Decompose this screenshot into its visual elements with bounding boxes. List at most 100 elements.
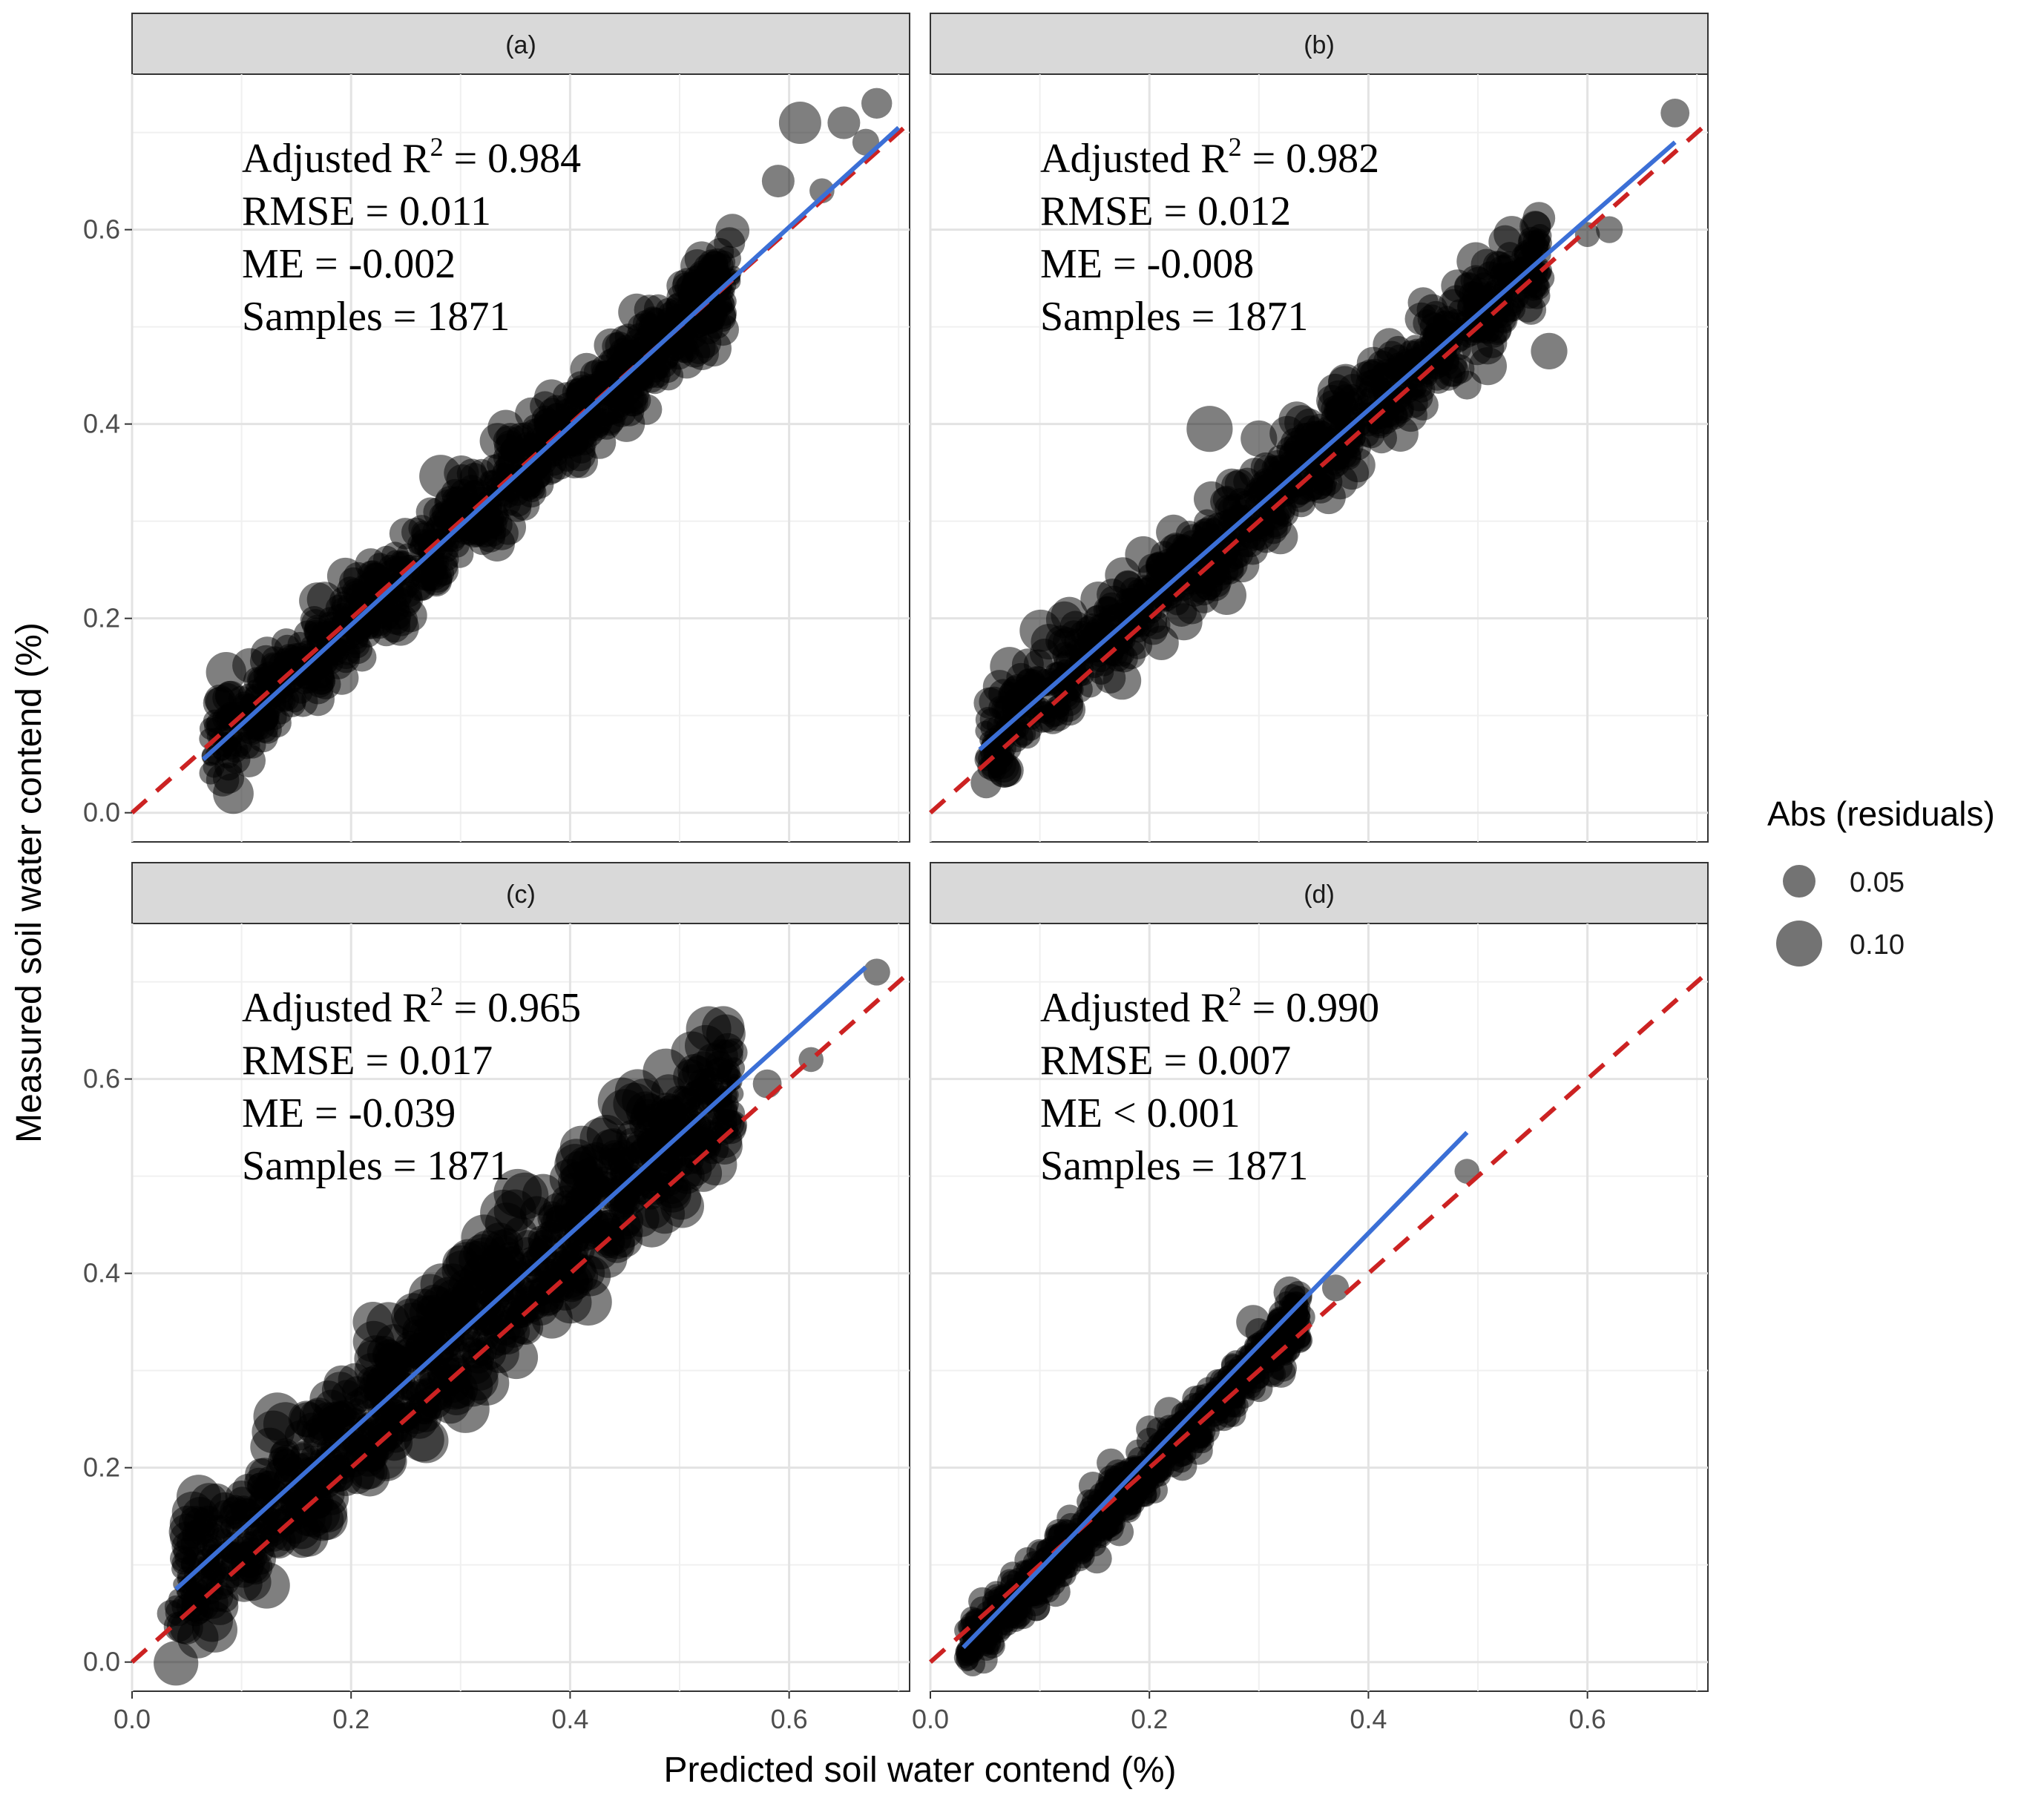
data-point [1248,478,1269,499]
panel-b-grid [929,74,1708,842]
panel-c-rmse: RMSE = 0.017 [242,1038,493,1084]
x-tick-label: 0.0 [114,1704,151,1734]
data-point [1337,434,1361,458]
panel-c-x-axis: 0.0 0.2 0.4 0.6 [114,1691,808,1734]
panel-b: (b) Adjusted R2 = 0.982 RMSE = 0.012 ME … [929,13,1709,843]
data-point [325,594,353,622]
data-point [553,443,582,472]
x-tick-label: 0.2 [332,1704,369,1734]
data-point [644,361,671,388]
data-point [1278,443,1303,467]
data-point-outlier [225,1481,258,1513]
data-point-outlier [1531,332,1568,369]
data-point [1331,402,1354,426]
data-point [1528,224,1552,248]
data-point-outlier [600,347,628,375]
data-point-outlier [1186,406,1233,452]
panel-c-y-axis: 0.00.20.40.6 [83,1064,132,1677]
data-point [503,1216,538,1251]
data-point [171,1491,214,1533]
data-point [1146,552,1174,580]
panel-a-strip-label: (a) [505,31,536,59]
data-point-outlier [1452,370,1482,400]
data-point [634,294,665,326]
data-point [215,680,246,712]
data-point [1029,638,1059,668]
panel-a-me: ME = -0.002 [242,241,456,287]
data-point-outlier [827,106,861,139]
panel-b-r2: Adjusted R2 = 0.982 [1040,132,1379,182]
data-point [291,1443,314,1466]
data-point [509,490,540,521]
panel-d: (d) Adjusted R2 = 0.990 RMSE = 0.007 ME … [912,862,1709,1734]
panel-a-points [199,88,893,814]
data-point [418,1372,444,1397]
data-point [300,606,329,634]
data-point [571,1144,610,1182]
data-point [689,311,713,334]
data-point [258,1518,286,1547]
data-point [266,1458,291,1484]
data-point-outlier [631,394,663,425]
panel-a: (a) Adjusted R2 = 0.984 RMSE = 0.011 ME … [83,13,911,843]
data-point [506,423,535,452]
data-point [1120,577,1146,603]
data-point-outlier [778,102,821,144]
data-point [1512,292,1543,323]
panel-c-samples: Samples = 1871 [242,1143,510,1189]
panel-b-strip-label: (b) [1304,31,1335,59]
data-point [643,1130,665,1151]
data-point-outlier [1660,99,1690,128]
panel-a-stats: Adjusted R2 = 0.984 RMSE = 0.011 ME = -0… [242,132,581,340]
data-point-outlier [863,958,890,986]
data-point [1301,427,1324,450]
data-point [1175,521,1203,548]
y-tick-label: 0.0 [83,1647,120,1677]
y-tick-label: 0.2 [83,1452,120,1483]
data-point [715,214,750,248]
data-point [223,737,249,763]
data-point [705,1039,738,1073]
data-point-outlier [761,165,795,198]
data-point [213,773,254,814]
panel-b-me: ME = -0.008 [1040,241,1254,287]
data-point [581,1219,606,1245]
data-point-outlier [347,642,377,672]
panel-b-samples: Samples = 1871 [1040,294,1308,340]
data-point [391,1347,416,1372]
data-point [461,1352,499,1391]
data-point [576,387,598,408]
panel-a-fit-line [201,125,901,761]
data-point [382,608,419,646]
y-tick-label: 0.4 [83,1258,120,1288]
data-point [287,686,318,717]
data-point [267,699,294,725]
data-point-outlier [442,1245,479,1283]
data-point [1384,335,1412,363]
data-point [395,586,424,614]
data-point [212,706,237,731]
panel-a-r2: Adjusted R2 = 0.984 [242,132,581,182]
y-tick-label: 0.6 [83,214,120,245]
data-point [706,281,723,298]
data-point-outlier [861,88,893,119]
data-point-outlier [752,1069,782,1099]
data-point [671,336,695,361]
data-point [419,455,462,498]
data-point [154,1641,199,1686]
data-point [1522,202,1556,234]
data-point [477,518,507,547]
x-tick-label: 0.6 [771,1704,808,1734]
data-point [252,1410,295,1454]
data-point [536,1221,561,1246]
panel-d-strip-label: (d) [1304,880,1335,909]
data-point [393,1293,433,1333]
panel-a-rmse: RMSE = 0.011 [242,188,491,234]
y-tick-label: 0.4 [83,409,120,439]
data-point [404,1418,449,1463]
data-point-outlier [321,1372,359,1409]
data-point [533,409,559,434]
data-point-outlier [352,1302,393,1343]
panel-c: (c) Adjusted R2 = 0.965 RMSE = 0.017 ME … [83,862,911,1734]
